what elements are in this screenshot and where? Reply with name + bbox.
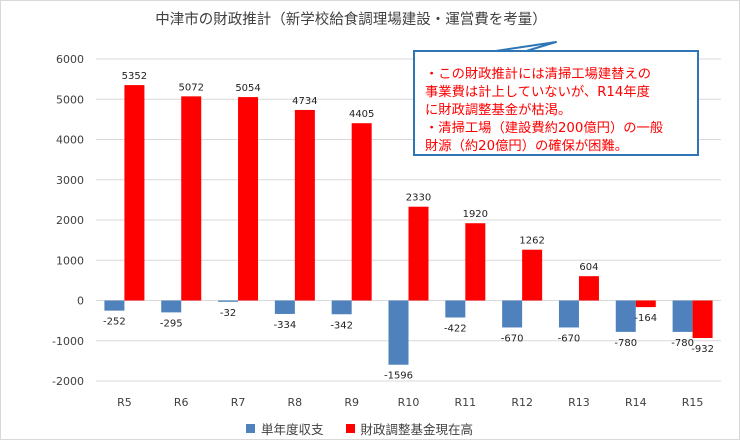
fund-bar (351, 123, 372, 301)
annotation-callout: ・この財政推計には清掃工場建替えの 事業費は計上していないが、R14年度 に財政… (413, 50, 699, 156)
balance-bar (558, 300, 579, 328)
y-tick-label: 2000 (56, 214, 84, 227)
x-tick-label: R13 (568, 396, 590, 409)
x-tick-label: R11 (454, 396, 476, 409)
balance-bar (104, 300, 125, 311)
fund-data-label: -164 (634, 313, 657, 324)
balance-bar (161, 300, 182, 313)
balance-bar (672, 300, 693, 332)
balance-data-label: -780 (614, 338, 637, 349)
legend-swatch (246, 424, 255, 433)
y-tick-label: 0 (77, 295, 84, 308)
fund-data-label: 4734 (292, 96, 317, 107)
fund-bar (124, 85, 145, 301)
y-tick-label: 3000 (56, 174, 84, 187)
fund-bar (408, 206, 429, 301)
annotation-line: 財源（約20億円）の確保が困難。 (425, 139, 629, 154)
y-tick-label: 5000 (56, 93, 84, 106)
balance-data-label: -295 (160, 318, 183, 329)
y-tick-label: -1000 (52, 335, 84, 348)
balance-data-label: -252 (103, 317, 126, 328)
annotation-line: ・清掃工場（建設費約200億円）の一般 (425, 121, 664, 136)
y-tick-label: -2000 (52, 375, 84, 388)
x-tick-label: R10 (398, 396, 420, 409)
fund-data-label: 5352 (122, 71, 147, 82)
x-tick-label: R12 (511, 396, 533, 409)
balance-data-label: -1596 (384, 371, 413, 382)
balance-data-label: -342 (330, 320, 353, 331)
y-tick-label: 1000 (56, 254, 84, 267)
x-tick-label: R8 (288, 396, 303, 409)
balance-data-label: -334 (274, 320, 297, 331)
balance-data-label: -670 (558, 333, 581, 344)
chart-title: 中津市の財政推計（新学校給食調理場建設・運営費を考量） (155, 12, 547, 28)
fund-bar (522, 249, 543, 301)
y-tick-label: 6000 (56, 53, 84, 66)
chart-legend: 単年度収支 財政調整基金現在高 (246, 419, 495, 438)
annotation-line: に財政調整基金が枯渇。 (425, 103, 572, 118)
fund-bar (578, 276, 599, 301)
fund-data-label: 4405 (349, 109, 374, 120)
fund-bar (238, 97, 259, 301)
balance-bar (274, 300, 295, 314)
legend-swatch (345, 424, 355, 433)
fund-data-label: 2330 (406, 193, 431, 204)
x-tick-label: R15 (682, 396, 704, 409)
fund-data-label: 5072 (179, 82, 204, 93)
balance-bar (502, 300, 523, 328)
fund-bar (294, 109, 315, 301)
balance-data-label: -32 (220, 308, 236, 319)
legend-label: 単年度収支 (261, 422, 324, 437)
x-tick-label: R14 (625, 396, 647, 409)
annotation-line: ・この財政推計には清掃工場建替えの (425, 67, 652, 82)
fund-bar (692, 300, 713, 339)
legend-item-balance: 単年度収支 (246, 419, 324, 438)
legend-item-fund: 財政調整基金現在高 (345, 419, 474, 438)
balance-bar (445, 300, 466, 318)
balance-data-label: -780 (671, 338, 694, 349)
fund-bar (635, 300, 656, 308)
x-tick-label: R9 (344, 396, 359, 409)
annotation-line: 事業費は計上していないが、R14年度 (425, 85, 650, 100)
x-tick-label: R7 (231, 396, 246, 409)
y-tick-label: 4000 (56, 134, 84, 147)
fund-data-label: -932 (691, 344, 714, 355)
x-tick-label: R5 (117, 396, 132, 409)
balance-bar (388, 300, 409, 365)
fund-data-label: 5054 (235, 83, 260, 94)
legend-label: 財政調整基金現在高 (360, 422, 474, 437)
balance-data-label: -670 (501, 333, 524, 344)
balance-bar (615, 300, 636, 332)
x-tick-label: R6 (174, 396, 189, 409)
fund-data-label: 1262 (519, 236, 544, 247)
balance-bar (218, 300, 239, 302)
balance-bar (331, 300, 352, 315)
fund-data-label: 1920 (463, 209, 488, 220)
fund-bar (465, 223, 486, 301)
fund-data-label: 604 (579, 262, 598, 273)
balance-data-label: -422 (444, 323, 467, 334)
fund-bar (181, 96, 202, 301)
